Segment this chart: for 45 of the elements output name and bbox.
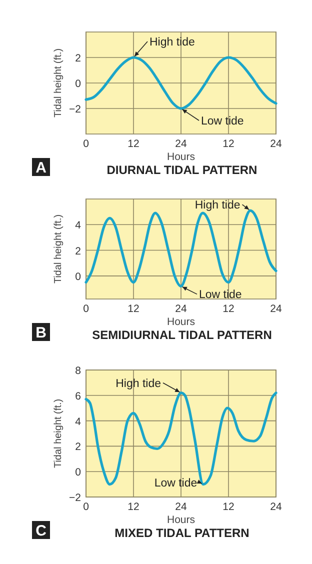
- x-tick-label: 24: [270, 501, 282, 513]
- y-tick-label: 0: [75, 78, 82, 90]
- y-axis-title: Tidal height (ft.): [53, 398, 64, 468]
- x-tick-label: 12: [128, 501, 140, 513]
- y-axis-title: Tidal height (ft.): [53, 48, 64, 118]
- annotation: Low tide: [199, 289, 242, 302]
- y-tick-label: 2: [75, 441, 82, 454]
- x-axis-title: Hours: [166, 514, 196, 526]
- text: MIXED TIDAL PATTERN: [114, 526, 250, 540]
- annotation: Low tide: [154, 477, 198, 490]
- x-tick-label: 24: [175, 501, 187, 513]
- y-tick-label: 0: [75, 466, 82, 479]
- x-tick-label: 24: [270, 303, 282, 315]
- x-tick-label: 12: [222, 138, 234, 150]
- x-tick-label: 12: [222, 303, 234, 315]
- y-tick-label: −2: [69, 492, 82, 504]
- text: A: [36, 160, 47, 176]
- annotation: High tide: [194, 200, 240, 212]
- x-tick-label: 24: [175, 303, 187, 315]
- annotation: High tide: [116, 378, 161, 390]
- text: C: [36, 522, 47, 540]
- x-tick-label: 0: [83, 501, 90, 513]
- x-tick-label: 12: [222, 501, 234, 513]
- y-tick-label: 4: [75, 220, 82, 232]
- x-tick-label: 12: [128, 138, 140, 150]
- y-tick-label: 0: [75, 270, 82, 283]
- y-axis-title: Tidal height (ft.): [53, 214, 64, 284]
- x-tick-label: 0: [83, 138, 90, 150]
- x-tick-label: 24: [175, 138, 187, 150]
- y-tick-label: 4: [75, 416, 82, 428]
- x-tick-label: 0: [83, 303, 90, 315]
- text: SEMIDIURNAL TIDAL PATTERN: [92, 328, 272, 342]
- text: B: [36, 324, 47, 342]
- x-axis-title: Hours: [166, 316, 196, 328]
- y-tick-label: 2: [75, 245, 82, 258]
- y-tick-label: 8: [75, 365, 82, 377]
- annotation: High tide: [150, 36, 195, 48]
- x-tick-label: 24: [270, 138, 282, 150]
- annotation: Low tide: [201, 116, 244, 128]
- text: DIURNAL TIDAL PATTERN: [106, 163, 258, 177]
- x-tick-label: 12: [128, 303, 140, 315]
- x-axis-title: Hours: [166, 151, 196, 163]
- y-tick-label: 6: [75, 390, 82, 402]
- y-tick-label: 2: [75, 52, 82, 64]
- y-tick-label: −2: [69, 104, 82, 116]
